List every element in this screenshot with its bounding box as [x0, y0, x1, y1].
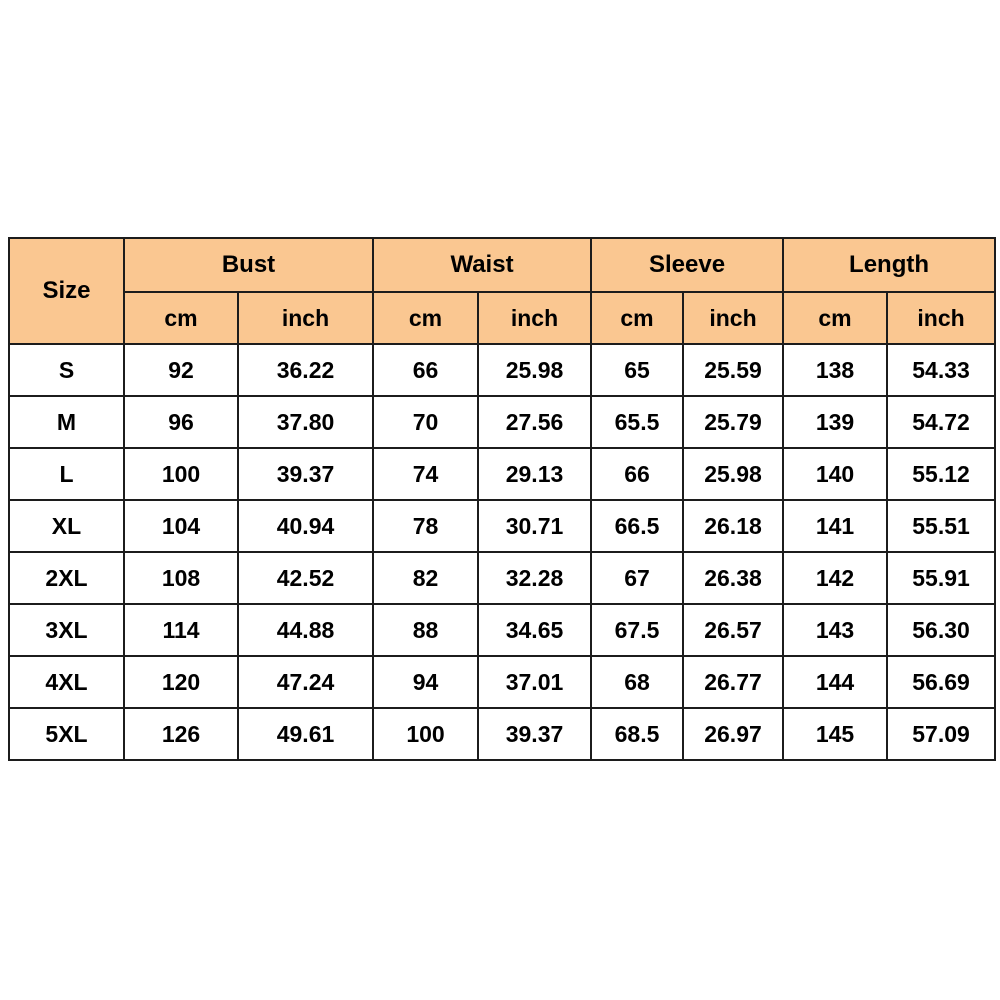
length-inch-cell: 55.91 [886, 551, 997, 605]
waist-inch-cell: 34.65 [477, 603, 592, 657]
size-cell: 4XL [8, 655, 125, 709]
waist-inch-cell: 37.01 [477, 655, 592, 709]
waist-cm-cell: 88 [372, 603, 479, 657]
unit-header-row: cm inch cm inch cm inch cm inch [9, 291, 997, 345]
length-cm-cell: 138 [782, 343, 889, 397]
table-row-xl: XL 104 40.94 78 30.71 66.5 26.18 141 55.… [8, 499, 997, 553]
length-cm-cell: 141 [782, 499, 889, 553]
bust-cm-cell: 104 [123, 499, 239, 553]
waist-cm-cell: 74 [372, 447, 479, 501]
length-inch-cell: 55.12 [886, 447, 997, 501]
sleeve-cm-cell: 68 [590, 655, 684, 709]
length-inch-cell: 55.51 [886, 499, 997, 553]
waist-inch-cell: 30.71 [477, 499, 592, 553]
sleeve-inch-cell: 26.38 [681, 551, 785, 605]
table-row-s: S 92 36.22 66 25.98 65 25.59 138 54.33 [8, 343, 997, 397]
bust-inch-cell: 40.94 [237, 499, 374, 553]
bust-inch-cell: 44.88 [237, 603, 374, 657]
bust-cm-cell: 100 [123, 447, 239, 501]
size-cell: 3XL [8, 603, 125, 657]
waist-cm-cell: 94 [372, 655, 479, 709]
bust-cm-cell: 108 [123, 551, 239, 605]
col-header-length-cm: cm [782, 291, 889, 345]
sleeve-inch-cell: 26.97 [681, 707, 785, 761]
col-header-bust: Bust [123, 237, 374, 293]
bust-cm-cell: 92 [123, 343, 239, 397]
waist-inch-cell: 39.37 [477, 707, 592, 761]
length-cm-cell: 143 [782, 603, 889, 657]
bust-cm-cell: 96 [123, 395, 239, 449]
size-cell: 5XL [8, 707, 125, 761]
waist-cm-cell: 100 [372, 707, 479, 761]
bust-inch-cell: 36.22 [237, 343, 374, 397]
col-header-bust-cm: cm [123, 291, 239, 345]
size-chart-table: Size Bust Waist Sleeve Length cm inch cm… [8, 237, 997, 761]
col-header-sleeve: Sleeve [589, 237, 785, 293]
waist-cm-cell: 78 [372, 499, 479, 553]
sleeve-inch-cell: 25.59 [681, 343, 785, 397]
waist-inch-cell: 27.56 [477, 395, 592, 449]
length-inch-cell: 56.30 [886, 603, 997, 657]
waist-inch-cell: 32.28 [477, 551, 592, 605]
waist-inch-cell: 25.98 [477, 343, 592, 397]
length-cm-cell: 145 [782, 707, 889, 761]
table-row-5xl: 5XL 126 49.61 100 39.37 68.5 26.97 145 5… [8, 707, 997, 761]
size-table-body: S 92 36.22 66 25.98 65 25.59 138 54.33 M… [8, 343, 997, 761]
length-inch-cell: 54.33 [886, 343, 997, 397]
size-cell: XL [8, 499, 125, 553]
group-header-row: Size Bust Waist Sleeve Length [8, 237, 997, 345]
sleeve-cm-cell: 66.5 [590, 499, 684, 553]
sleeve-inch-cell: 25.79 [681, 395, 785, 449]
bust-inch-cell: 37.80 [237, 395, 374, 449]
sleeve-inch-cell: 26.77 [681, 655, 785, 709]
table-row-4xl: 4XL 120 47.24 94 37.01 68 26.77 144 56.6… [8, 655, 997, 709]
size-cell: S [8, 343, 125, 397]
sleeve-cm-cell: 66 [590, 447, 684, 501]
sleeve-cm-cell: 68.5 [590, 707, 684, 761]
sleeve-cm-cell: 65 [590, 343, 684, 397]
col-header-sleeve-inch: inch [681, 291, 785, 345]
sleeve-inch-cell: 26.18 [681, 499, 785, 553]
length-cm-cell: 144 [782, 655, 889, 709]
bust-inch-cell: 42.52 [237, 551, 374, 605]
sleeve-cm-cell: 67 [590, 551, 684, 605]
col-header-length: Length [782, 237, 997, 293]
bust-cm-cell: 114 [123, 603, 239, 657]
bust-inch-cell: 47.24 [237, 655, 374, 709]
waist-cm-cell: 82 [372, 551, 479, 605]
waist-cm-cell: 70 [372, 395, 479, 449]
col-header-sleeve-cm: cm [590, 291, 684, 345]
size-cell: M [8, 395, 125, 449]
col-header-waist-cm: cm [372, 291, 479, 345]
table-row-l: L 100 39.37 74 29.13 66 25.98 140 55.12 [8, 447, 997, 501]
size-cell: L [8, 447, 125, 501]
col-header-waist-inch: inch [477, 291, 592, 345]
size-cell: 2XL [8, 551, 125, 605]
length-cm-cell: 139 [782, 395, 889, 449]
table-row-2xl: 2XL 108 42.52 82 32.28 67 26.38 142 55.9… [8, 551, 997, 605]
length-inch-cell: 57.09 [886, 707, 997, 761]
bust-cm-cell: 120 [123, 655, 239, 709]
sleeve-cm-cell: 67.5 [590, 603, 684, 657]
table-row-m: M 96 37.80 70 27.56 65.5 25.79 139 54.72 [8, 395, 997, 449]
length-inch-cell: 56.69 [886, 655, 997, 709]
col-header-bust-inch: inch [237, 291, 374, 345]
bust-cm-cell: 126 [123, 707, 239, 761]
length-cm-cell: 140 [782, 447, 889, 501]
waist-cm-cell: 66 [372, 343, 479, 397]
col-header-size: Size [8, 237, 125, 345]
col-header-length-inch: inch [886, 291, 997, 345]
length-cm-cell: 142 [782, 551, 889, 605]
sleeve-inch-cell: 25.98 [681, 447, 785, 501]
col-header-waist: Waist [372, 237, 592, 293]
waist-inch-cell: 29.13 [477, 447, 592, 501]
bust-inch-cell: 39.37 [237, 447, 374, 501]
bust-inch-cell: 49.61 [237, 707, 374, 761]
length-inch-cell: 54.72 [886, 395, 997, 449]
sleeve-cm-cell: 65.5 [590, 395, 684, 449]
sleeve-inch-cell: 26.57 [681, 603, 785, 657]
table-row-3xl: 3XL 114 44.88 88 34.65 67.5 26.57 143 56… [8, 603, 997, 657]
